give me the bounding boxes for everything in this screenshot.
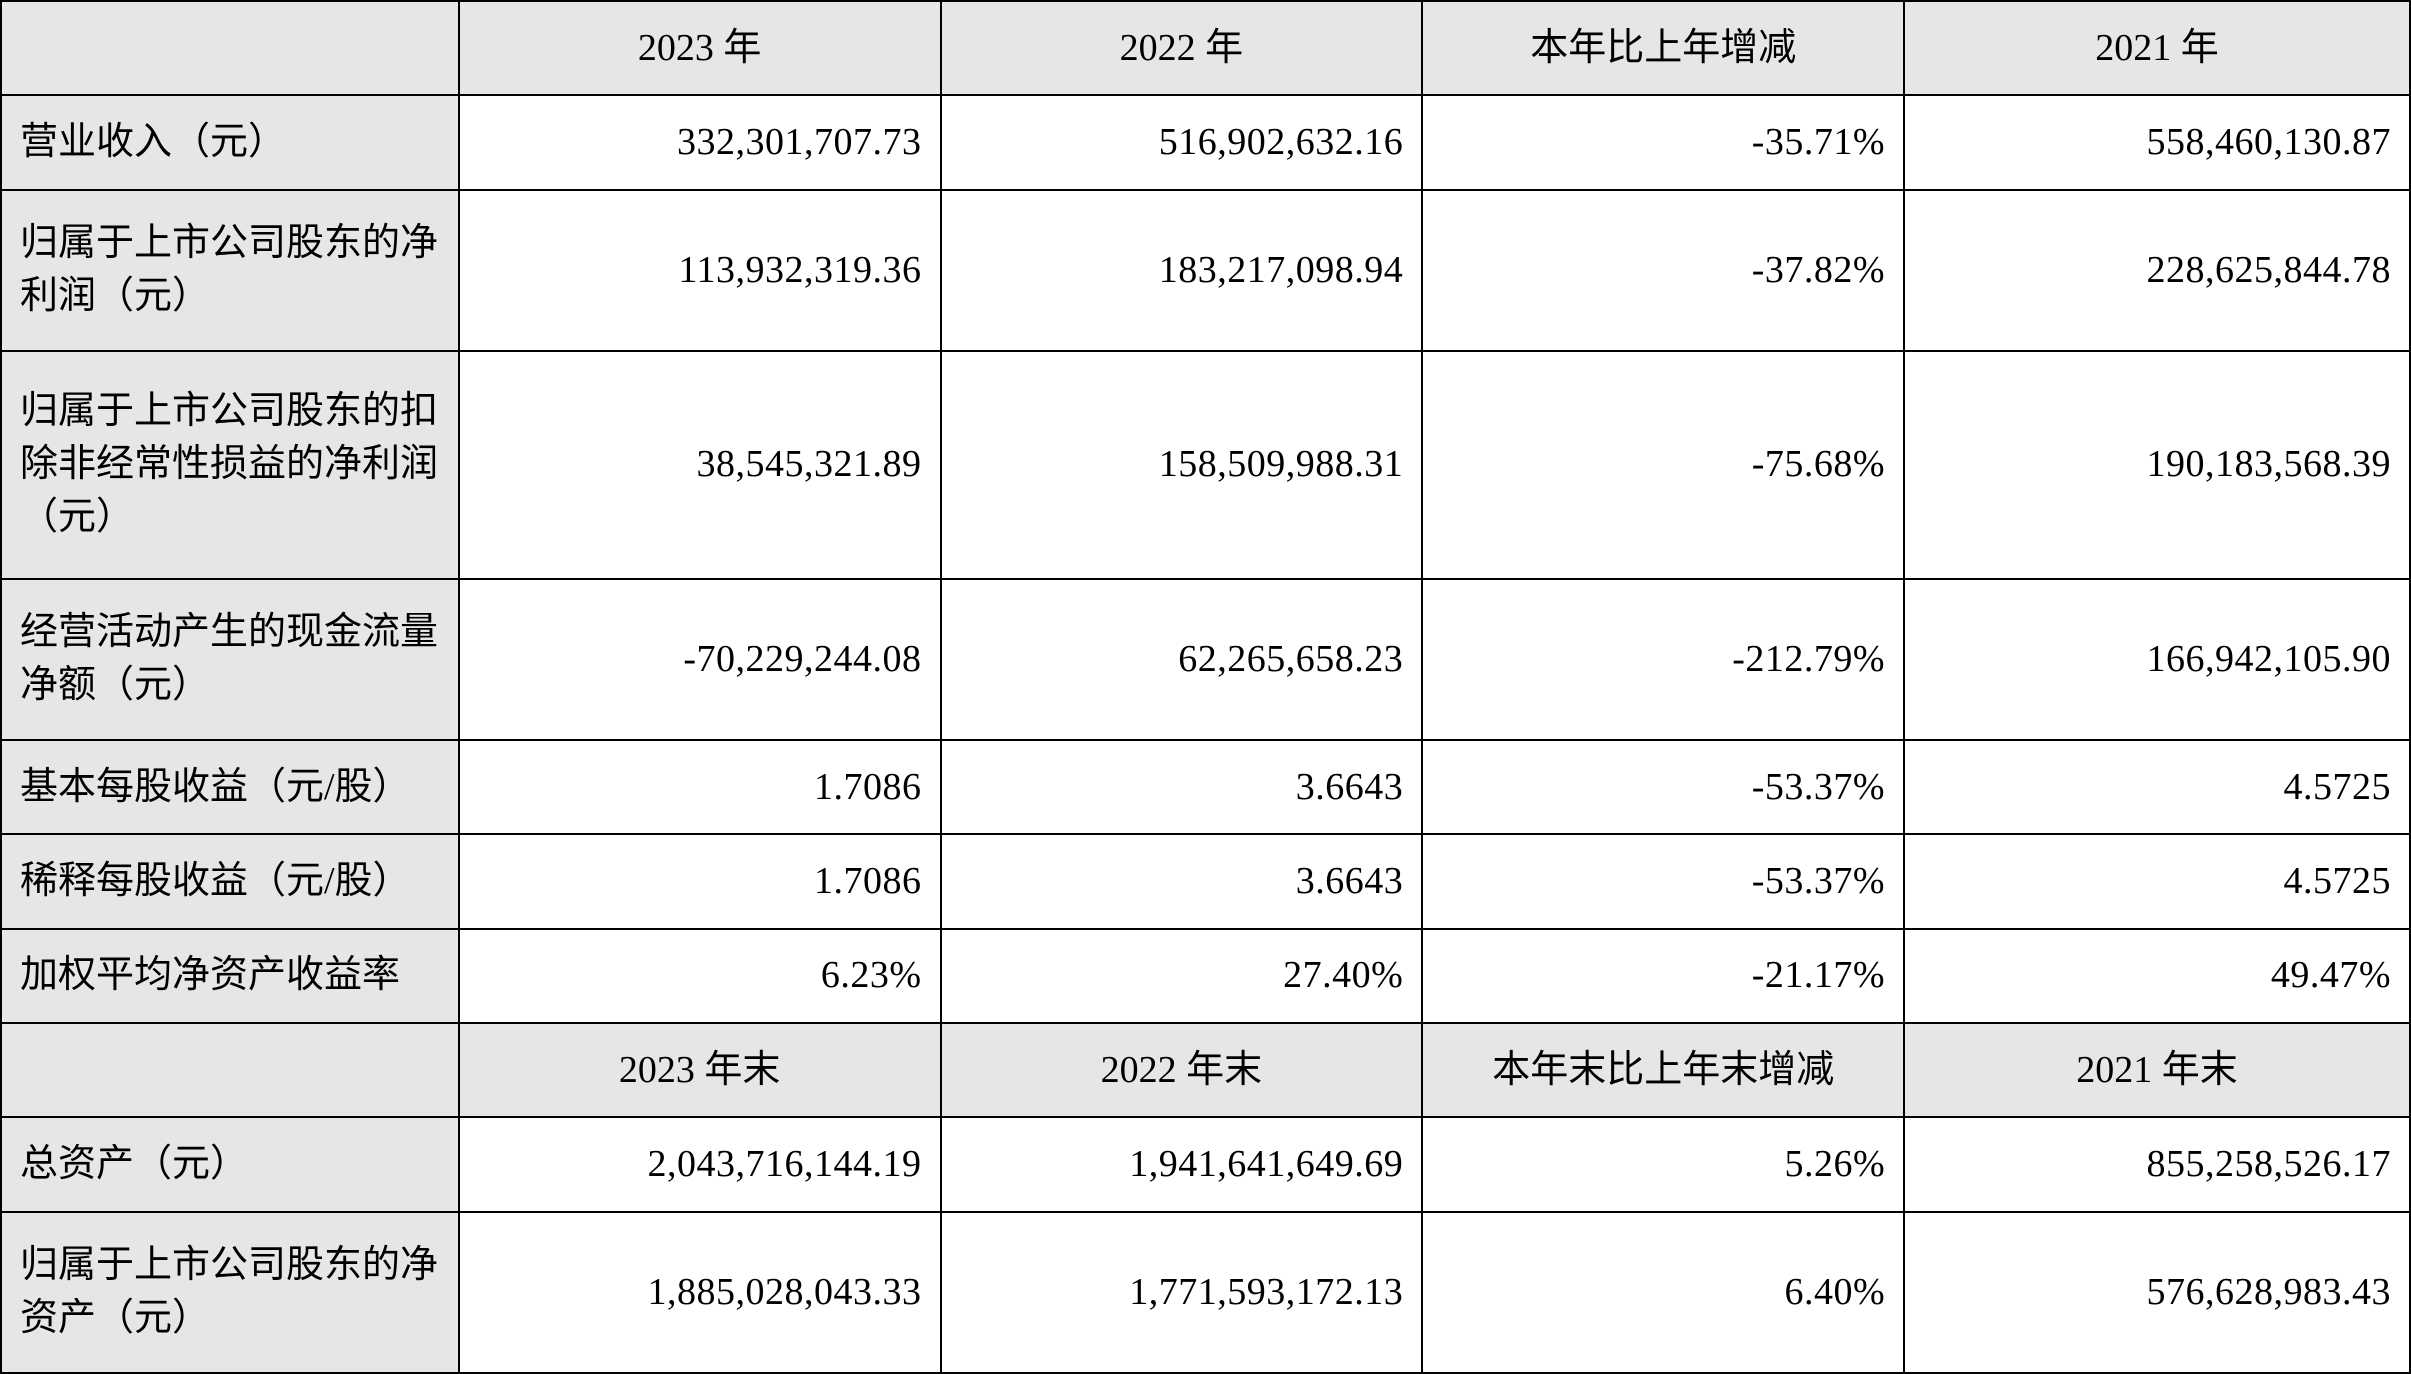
table-header-row: 2023 年 2022 年 本年比上年增减 2021 年 xyxy=(1,1,2410,95)
financial-table-container: 2023 年 2022 年 本年比上年增减 2021 年 营业收入（元） 332… xyxy=(0,0,2411,1374)
table-row: 归属于上市公司股东的扣除非经常性损益的净利润（元） 38,545,321.89 … xyxy=(1,351,2410,579)
cell: 2,043,716,144.19 xyxy=(459,1117,941,1211)
cell: 1.7086 xyxy=(459,834,941,928)
cell: -212.79% xyxy=(1422,579,1904,740)
cell: 183,217,098.94 xyxy=(941,190,1423,351)
table-row: 归属于上市公司股东的净利润（元） 113,932,319.36 183,217,… xyxy=(1,190,2410,351)
table-row: 稀释每股收益（元/股） 1.7086 3.6643 -53.37% 4.5725 xyxy=(1,834,2410,928)
row-label: 稀释每股收益（元/股） xyxy=(1,834,459,928)
header-blank xyxy=(1,1,459,95)
cell: -70,229,244.08 xyxy=(459,579,941,740)
cell: 6.40% xyxy=(1422,1212,1904,1373)
header-change: 本年比上年增减 xyxy=(1422,1,1904,95)
cell: 113,932,319.36 xyxy=(459,190,941,351)
table-row: 基本每股收益（元/股） 1.7086 3.6643 -53.37% 4.5725 xyxy=(1,740,2410,834)
cell: 576,628,983.43 xyxy=(1904,1212,2410,1373)
cell: 49.47% xyxy=(1904,929,2410,1023)
cell: -53.37% xyxy=(1422,740,1904,834)
cell: 5.26% xyxy=(1422,1117,1904,1211)
header-change-end: 本年末比上年末增减 xyxy=(1422,1023,1904,1117)
row-label: 归属于上市公司股东的净利润（元） xyxy=(1,190,459,351)
cell: 1,885,028,043.33 xyxy=(459,1212,941,1373)
cell: -35.71% xyxy=(1422,95,1904,189)
cell: 1.7086 xyxy=(459,740,941,834)
cell: 332,301,707.73 xyxy=(459,95,941,189)
cell: 158,509,988.31 xyxy=(941,351,1423,579)
cell: -75.68% xyxy=(1422,351,1904,579)
row-label: 归属于上市公司股东的净资产（元） xyxy=(1,1212,459,1373)
cell: 516,902,632.16 xyxy=(941,95,1423,189)
row-label: 归属于上市公司股东的扣除非经常性损益的净利润（元） xyxy=(1,351,459,579)
row-label: 经营活动产生的现金流量净额（元） xyxy=(1,579,459,740)
row-label: 营业收入（元） xyxy=(1,95,459,189)
cell: 166,942,105.90 xyxy=(1904,579,2410,740)
cell: 38,545,321.89 xyxy=(459,351,941,579)
cell: 27.40% xyxy=(941,929,1423,1023)
cell: 3.6643 xyxy=(941,740,1423,834)
cell: 4.5725 xyxy=(1904,740,2410,834)
header-2022: 2022 年 xyxy=(941,1,1423,95)
table-row: 经营活动产生的现金流量净额（元） -70,229,244.08 62,265,6… xyxy=(1,579,2410,740)
header-2023-end: 2023 年末 xyxy=(459,1023,941,1117)
table-row: 营业收入（元） 332,301,707.73 516,902,632.16 -3… xyxy=(1,95,2410,189)
cell: -53.37% xyxy=(1422,834,1904,928)
header-2021-end: 2021 年末 xyxy=(1904,1023,2410,1117)
row-label: 加权平均净资产收益率 xyxy=(1,929,459,1023)
row-label: 基本每股收益（元/股） xyxy=(1,740,459,834)
cell: -37.82% xyxy=(1422,190,1904,351)
cell: 6.23% xyxy=(459,929,941,1023)
table-row: 加权平均净资产收益率 6.23% 27.40% -21.17% 49.47% xyxy=(1,929,2410,1023)
header-2021: 2021 年 xyxy=(1904,1,2410,95)
row-label: 总资产（元） xyxy=(1,1117,459,1211)
cell: 3.6643 xyxy=(941,834,1423,928)
financial-table: 2023 年 2022 年 本年比上年增减 2021 年 营业收入（元） 332… xyxy=(0,0,2411,1374)
cell: 62,265,658.23 xyxy=(941,579,1423,740)
table-row: 归属于上市公司股东的净资产（元） 1,885,028,043.33 1,771,… xyxy=(1,1212,2410,1373)
header-blank xyxy=(1,1023,459,1117)
table-row: 总资产（元） 2,043,716,144.19 1,941,641,649.69… xyxy=(1,1117,2410,1211)
header-2023: 2023 年 xyxy=(459,1,941,95)
header-2022-end: 2022 年末 xyxy=(941,1023,1423,1117)
cell: 1,771,593,172.13 xyxy=(941,1212,1423,1373)
cell: 190,183,568.39 xyxy=(1904,351,2410,579)
cell: -21.17% xyxy=(1422,929,1904,1023)
cell: 4.5725 xyxy=(1904,834,2410,928)
cell: 855,258,526.17 xyxy=(1904,1117,2410,1211)
cell: 1,941,641,649.69 xyxy=(941,1117,1423,1211)
cell: 558,460,130.87 xyxy=(1904,95,2410,189)
table-header-row: 2023 年末 2022 年末 本年末比上年末增减 2021 年末 xyxy=(1,1023,2410,1117)
cell: 228,625,844.78 xyxy=(1904,190,2410,351)
